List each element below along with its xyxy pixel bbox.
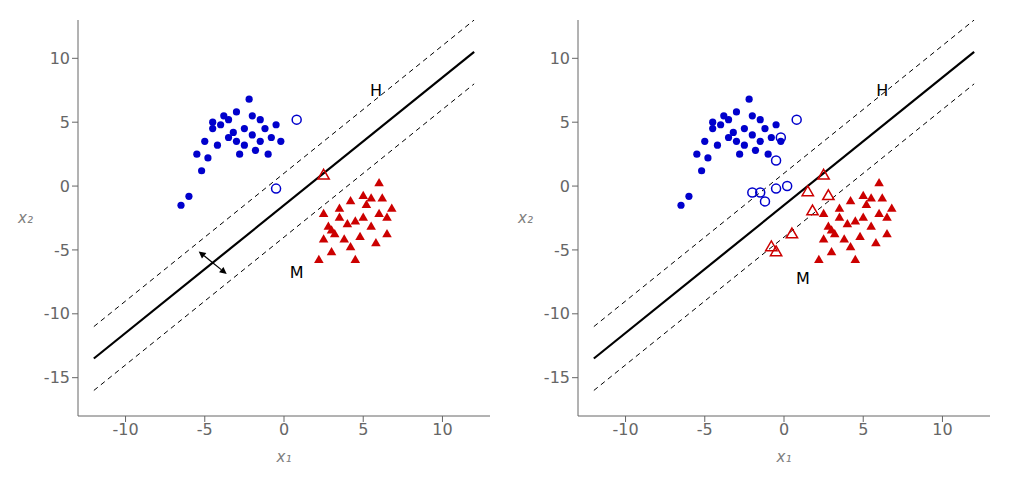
svg-text:-5: -5 — [54, 241, 70, 260]
svg-text:M: M — [796, 269, 810, 288]
svg-text:-5: -5 — [197, 420, 213, 439]
svg-text:-15: -15 — [544, 368, 570, 387]
svg-text:5: 5 — [358, 420, 368, 439]
svg-text:x₁: x₁ — [776, 448, 792, 466]
svg-text:-5: -5 — [554, 241, 570, 260]
svg-text:0: 0 — [560, 177, 570, 196]
svg-text:-10: -10 — [544, 304, 570, 323]
svg-text:10: 10 — [432, 420, 452, 439]
svg-text:H: H — [876, 81, 888, 100]
svg-text:x₂: x₂ — [517, 209, 533, 227]
svg-text:10: 10 — [550, 49, 570, 68]
svg-text:0: 0 — [60, 177, 70, 196]
svg-text:-10: -10 — [612, 420, 638, 439]
svg-text:x₂: x₂ — [17, 209, 33, 227]
svg-text:5: 5 — [560, 113, 570, 132]
svg-text:-5: -5 — [697, 420, 713, 439]
svg-text:5: 5 — [60, 113, 70, 132]
svg-text:x₁: x₁ — [276, 448, 292, 466]
svg-text:H: H — [370, 81, 382, 100]
svg-text:0: 0 — [779, 420, 789, 439]
svg-text:M: M — [290, 263, 304, 282]
svg-text:10: 10 — [932, 420, 952, 439]
svg-text:-10: -10 — [112, 420, 138, 439]
svg-text:-10: -10 — [44, 304, 70, 323]
svg-text:10: 10 — [50, 49, 70, 68]
svg-text:0: 0 — [279, 420, 289, 439]
svg-text:5: 5 — [858, 420, 868, 439]
svg-text:-15: -15 — [44, 368, 70, 387]
